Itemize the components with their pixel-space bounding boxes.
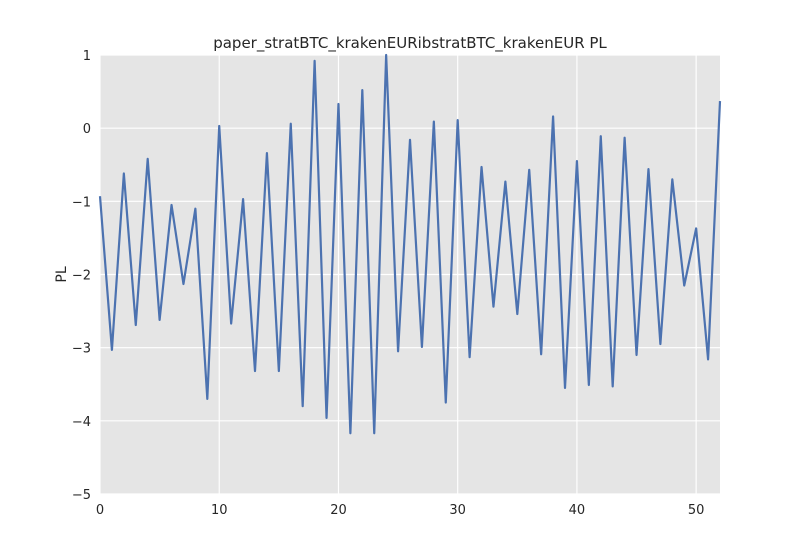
x-tick-label: 40 [569, 503, 586, 518]
y-tick-label: −3 [72, 342, 91, 357]
chart-title: paper_stratBTC_krakenEURibstratBTC_krake… [213, 34, 607, 53]
y-tick-label: −2 [72, 269, 91, 284]
y-tick-label: 0 [83, 122, 91, 137]
x-tick-label: 20 [330, 503, 347, 518]
x-tick-labels: 0 10 20 30 40 50 [96, 503, 705, 518]
y-tick-label: −5 [72, 488, 91, 503]
y-tick-label: 1 [83, 49, 91, 64]
x-tick-label: 10 [211, 503, 228, 518]
y-tick-label: −4 [72, 415, 91, 430]
x-tick-label: 50 [688, 503, 705, 518]
series-line-pl [98, 53, 722, 435]
y-tick-labels: −5 −4 −3 −2 −1 0 1 [72, 49, 91, 503]
x-tick-label: 0 [96, 503, 104, 518]
x-tick-label: 30 [449, 503, 466, 518]
y-axis-label: PL [54, 266, 70, 282]
y-tick-label: −1 [72, 195, 91, 210]
